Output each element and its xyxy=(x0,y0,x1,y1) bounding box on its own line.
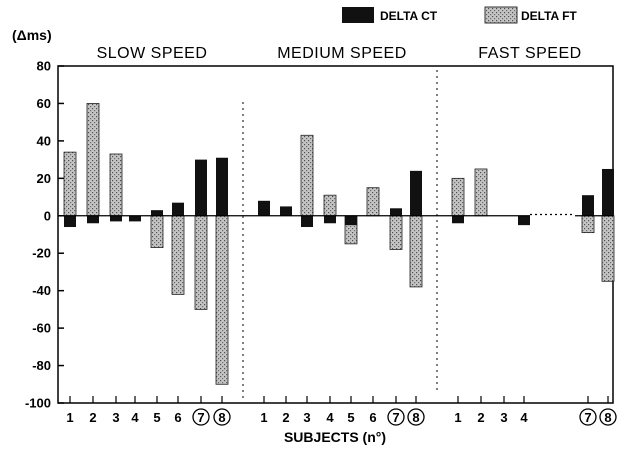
y-tick-label: 0 xyxy=(44,208,51,223)
bar-delta-ft xyxy=(86,103,100,217)
x-category-label: 1 xyxy=(260,410,267,425)
x-category-label: 2 xyxy=(89,410,96,425)
bar-delta-ct xyxy=(64,215,76,228)
bar-delta-ft xyxy=(601,215,615,282)
bar-delta-ft xyxy=(366,187,380,217)
x-category-label: 8 xyxy=(218,410,225,425)
bar-delta-ft xyxy=(194,215,208,310)
x-category-label: 7 xyxy=(392,410,399,425)
circle-marker xyxy=(387,408,405,426)
bar-delta-ct xyxy=(110,215,122,222)
x-category-label: 3 xyxy=(303,410,310,425)
bar-delta-ft xyxy=(323,194,337,217)
x-category-label: 4 xyxy=(326,410,334,425)
x-category-label: 8 xyxy=(412,410,419,425)
x-category-label: 7 xyxy=(197,410,204,425)
x-category-label: 5 xyxy=(153,410,160,425)
group-label-fast: FAST SPEED xyxy=(478,45,581,62)
y-tick-label: -20 xyxy=(32,246,51,261)
bar-delta-ct xyxy=(410,170,422,216)
x-category-label: 6 xyxy=(369,410,376,425)
legend-swatch-delta-ft xyxy=(484,6,518,24)
bar-delta-ft xyxy=(300,134,314,217)
bar-delta-ct xyxy=(172,202,184,216)
x-category-label: 4 xyxy=(520,410,528,425)
y-tick-label: 40 xyxy=(37,133,51,148)
y-axis-unit: (Δms) xyxy=(12,27,52,43)
bar-delta-ft xyxy=(581,215,595,234)
x-category-label: 5 xyxy=(347,410,354,425)
group-label-slow: SLOW SPEED xyxy=(97,45,208,62)
y-tick-label: 20 xyxy=(37,171,51,186)
y-tick-label: 60 xyxy=(37,96,51,111)
y-tick-label: -80 xyxy=(32,358,51,373)
circle-marker xyxy=(407,408,425,426)
bar-delta-ft xyxy=(474,168,488,217)
x-category-label: 7 xyxy=(584,410,591,425)
plot-frame xyxy=(57,65,614,404)
bar-delta-ct xyxy=(129,215,141,222)
bar-delta-ct xyxy=(301,215,313,228)
circle-marker xyxy=(213,408,231,426)
bar-delta-ft xyxy=(451,177,465,217)
legend-swatch-delta-ct xyxy=(342,7,374,23)
bar-delta-ct xyxy=(582,195,594,216)
bars xyxy=(63,103,615,385)
bar-delta-ct xyxy=(518,215,530,226)
bar-delta-ft xyxy=(409,215,423,288)
y-tick-label: -40 xyxy=(32,283,51,298)
bar-delta-ft xyxy=(215,215,229,385)
bar-delta-ct xyxy=(195,159,207,216)
y-tick-label: -60 xyxy=(32,321,51,336)
bar-delta-ft xyxy=(171,215,185,295)
bar-delta-ct xyxy=(280,206,292,216)
bar-delta-ft xyxy=(109,153,123,217)
x-axis-title: SUBJECTS (n°) xyxy=(284,429,386,445)
bar-delta-ft xyxy=(150,215,164,249)
x-category-label: 3 xyxy=(500,410,507,425)
circle-marker xyxy=(192,408,210,426)
bar-delta-ft xyxy=(63,151,77,217)
y-tick-label: -100 xyxy=(25,396,51,411)
x-category-label: 6 xyxy=(174,410,181,425)
x-category-label: 8 xyxy=(604,410,611,425)
x-category-label: 2 xyxy=(477,410,484,425)
x-category-label: 3 xyxy=(112,410,119,425)
bar-delta-ct xyxy=(602,168,614,216)
x-category-label: 4 xyxy=(131,410,139,425)
bar-delta-ct xyxy=(452,215,464,224)
legend-label-delta-ct: DELTA CT xyxy=(380,9,438,23)
circle-marker xyxy=(579,408,597,426)
group-label-medium: MEDIUM SPEED xyxy=(277,45,407,62)
bar-delta-ct xyxy=(390,208,402,216)
bar-delta-ct xyxy=(345,215,357,226)
x-category-label: 1 xyxy=(454,410,461,425)
bar-delta-ct xyxy=(258,200,270,216)
bar-delta-ct xyxy=(324,215,336,224)
legend: DELTA CT DELTA FT xyxy=(342,6,577,24)
y-tick-label: 80 xyxy=(37,59,51,74)
x-category-label: 1 xyxy=(66,410,73,425)
bar-delta-ct xyxy=(151,210,163,216)
x-category-label: 2 xyxy=(282,410,289,425)
circle-marker xyxy=(599,408,617,426)
legend-label-delta-ft: DELTA FT xyxy=(521,9,577,23)
y-axis: 80 60 40 20 0 -20 -40 -60 -80 -100 xyxy=(25,59,64,411)
bar-delta-ft xyxy=(389,215,403,250)
bar-delta-ct xyxy=(216,157,228,216)
bar-delta-ct xyxy=(87,215,99,224)
